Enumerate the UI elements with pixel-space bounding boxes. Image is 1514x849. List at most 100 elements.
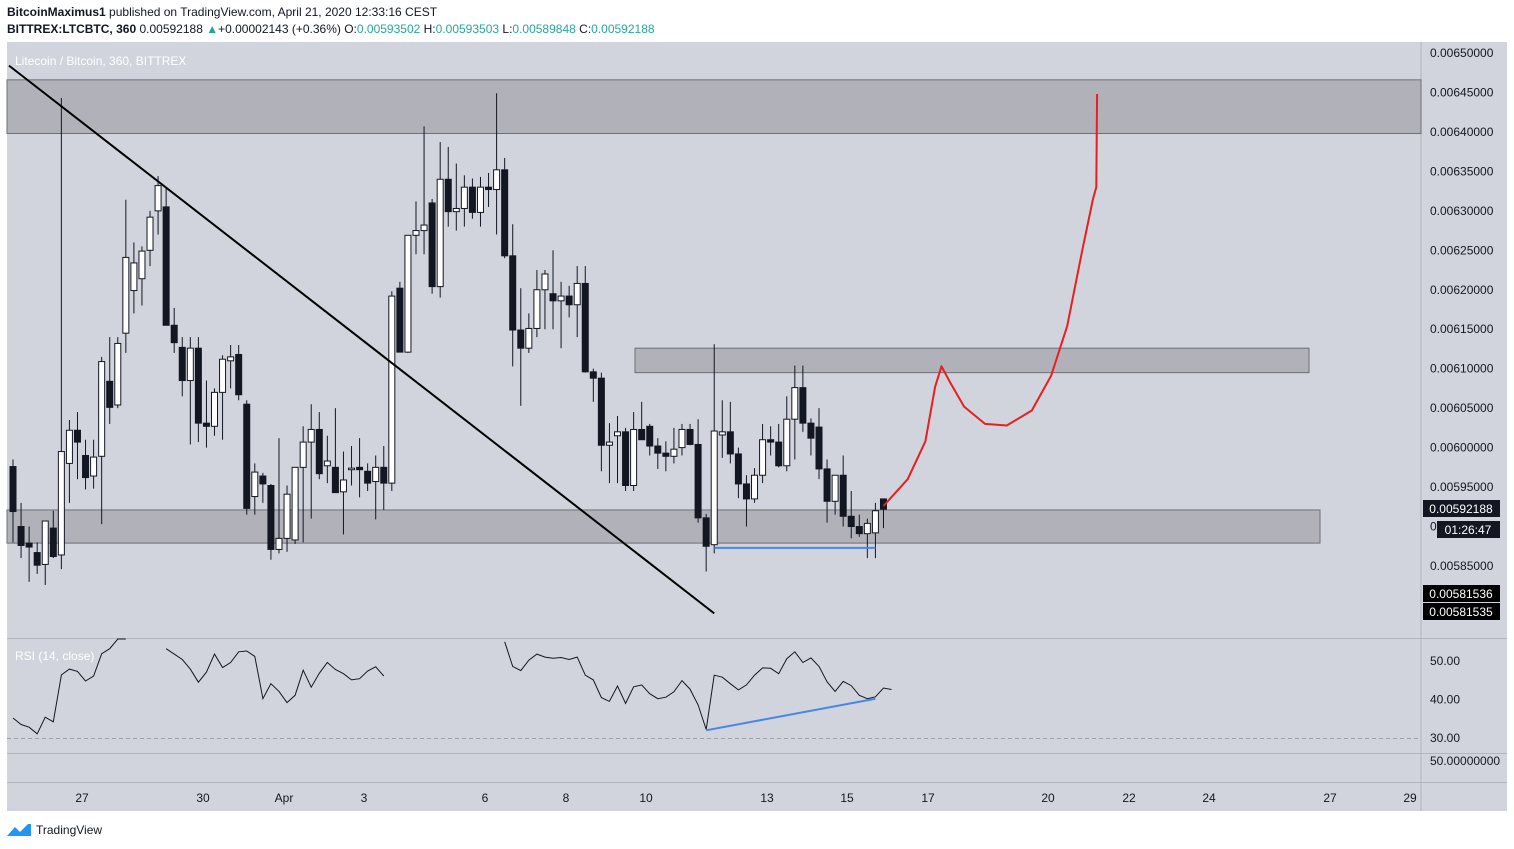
candle: [219, 355, 227, 440]
candle: [154, 176, 162, 235]
candle-body: [202, 422, 210, 427]
candle: [509, 224, 517, 367]
close-value: 0.00592188: [591, 22, 655, 36]
rsi-pane[interactable]: [7, 639, 1421, 753]
candle: [581, 266, 589, 373]
candle-body: [751, 474, 759, 500]
time-tick-label: 8: [563, 791, 570, 805]
candle-body: [227, 356, 235, 362]
candle: [420, 126, 428, 255]
candle-body: [388, 295, 396, 484]
tradingview-brand[interactable]: TradingView: [6, 822, 102, 838]
candle: [871, 502, 879, 559]
time-axis[interactable]: [7, 783, 1421, 811]
candle: [549, 250, 557, 330]
candle-body: [847, 515, 855, 528]
candle-body: [283, 493, 291, 539]
candle-body: [82, 455, 90, 479]
candle-body: [702, 517, 710, 547]
candle: [356, 438, 364, 498]
candle-body: [380, 466, 388, 484]
open-label: O:: [344, 22, 357, 36]
candle: [517, 288, 525, 406]
candle-body: [557, 295, 565, 302]
candle-body: [57, 451, 65, 556]
candle-body: [630, 428, 638, 486]
candle: [815, 408, 823, 480]
time-tick-label: 30: [196, 791, 210, 805]
rsi-tick-label: 40.00: [1430, 693, 1460, 707]
candle: [775, 423, 783, 468]
candle-body: [622, 431, 630, 486]
candle: [243, 400, 251, 515]
empty-pane: [7, 754, 1421, 782]
price-tick-label: 0.00620000: [1430, 283, 1494, 297]
time-tick-label: 29: [1403, 791, 1417, 805]
candle: [759, 423, 767, 484]
candle-body: [686, 428, 694, 445]
price-tick-label: 0.00650000: [1430, 46, 1494, 60]
candle-body: [767, 439, 775, 443]
candle: [73, 412, 81, 480]
candle: [211, 388, 218, 436]
candle-body: [339, 479, 347, 493]
candle: [718, 400, 726, 458]
candle-body: [734, 453, 742, 485]
candle: [525, 313, 533, 353]
candle-body: [565, 295, 573, 306]
price-tick-label: 0.00635000: [1430, 164, 1494, 178]
candle: [106, 337, 114, 424]
candle-body: [670, 448, 678, 457]
candle: [82, 439, 90, 490]
candle-body: [412, 230, 420, 236]
zone-support: [6, 509, 1321, 544]
candle-body: [517, 329, 525, 349]
candle: [654, 438, 662, 469]
candle: [57, 97, 65, 570]
candle: [283, 485, 291, 552]
candle: [839, 455, 847, 527]
candle-body: [710, 430, 718, 546]
candle: [291, 466, 299, 544]
candle-body: [243, 403, 251, 509]
price-axis[interactable]: [1421, 42, 1507, 811]
candle-body: [251, 471, 259, 498]
candle-body: [718, 431, 726, 436]
candle: [823, 459, 831, 523]
candle: [493, 93, 501, 235]
time-tick-label: 22: [1122, 791, 1136, 805]
candle-body: [783, 418, 791, 467]
brand-label: TradingView: [36, 823, 103, 837]
candle-body: [372, 466, 380, 483]
candle: [557, 281, 565, 349]
price-tick-label: 0.00615000: [1430, 322, 1494, 336]
candle: [622, 427, 630, 492]
candle-body: [638, 428, 646, 441]
candle: [726, 401, 734, 464]
candle: [638, 401, 646, 441]
candle: [444, 146, 452, 227]
time-tick-label: 6: [482, 791, 489, 805]
zone-resistance-top: [6, 79, 1422, 135]
candle: [130, 242, 138, 314]
candle-body: [533, 289, 541, 329]
candle: [275, 438, 283, 554]
low-tag-text: 0.00581535: [1429, 605, 1493, 619]
rsi-line: [165, 648, 385, 704]
candle-body: [662, 452, 670, 457]
price-tick-label: 0.00630000: [1430, 204, 1494, 218]
candle-body: [130, 262, 138, 292]
candle-body: [573, 282, 581, 306]
candle: [404, 234, 412, 353]
candle: [791, 365, 799, 460]
candle-body: [17, 526, 25, 546]
candle-body: [871, 510, 879, 534]
candle-body: [114, 342, 122, 406]
candle: [114, 337, 122, 409]
candle: [742, 475, 750, 527]
author-name[interactable]: BitcoinMaximus1: [7, 5, 106, 19]
tradingview-logo-icon: [7, 824, 31, 836]
publish-line: BitcoinMaximus1 published on TradingView…: [7, 5, 437, 19]
candle: [863, 518, 871, 559]
